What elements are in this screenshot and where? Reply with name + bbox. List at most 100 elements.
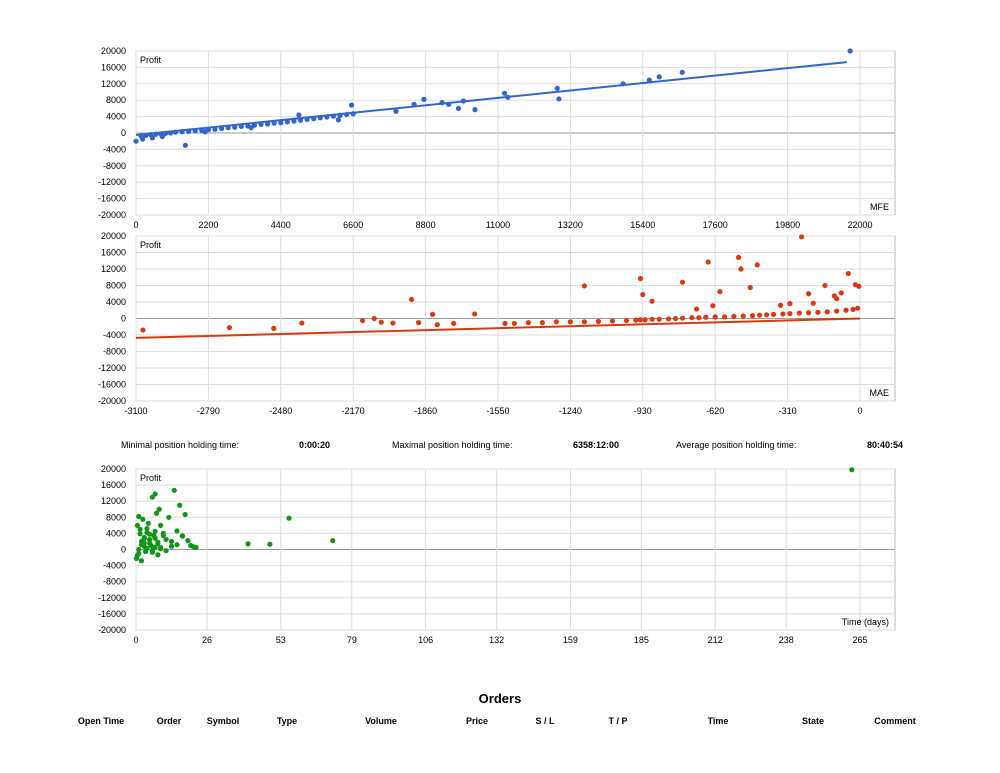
data-point — [159, 134, 165, 140]
data-point — [157, 546, 164, 552]
data-point — [138, 558, 145, 564]
column-open-time: Open Time — [77, 716, 125, 726]
data-point — [136, 546, 142, 553]
data-point — [721, 314, 728, 320]
data-point — [144, 525, 150, 532]
data-point — [265, 121, 271, 127]
x-tick-label: 26 — [202, 635, 212, 645]
data-point — [193, 544, 199, 551]
data-point — [834, 296, 840, 302]
x-tick-label: -2480 — [269, 406, 292, 416]
data-point — [656, 74, 662, 80]
data-point — [806, 291, 812, 297]
data-point — [238, 123, 244, 130]
avg-holding-value: 80:40:54 — [867, 440, 904, 450]
data-point — [147, 540, 153, 547]
column-symbol: Symbol — [206, 716, 240, 726]
data-point — [822, 282, 828, 289]
y-tick-label: -16000 — [98, 380, 126, 390]
x-tick-label: 212 — [708, 635, 723, 645]
data-point — [646, 77, 652, 83]
y-axis-label: Profit — [140, 473, 162, 483]
y-tick-label: 16000 — [101, 480, 126, 490]
data-point — [847, 48, 853, 54]
data-point — [149, 135, 156, 141]
y-tick-label: 8000 — [106, 512, 126, 522]
data-point — [177, 502, 183, 508]
data-point — [780, 311, 786, 317]
data-point — [335, 117, 341, 123]
data-point — [556, 96, 562, 102]
trendline — [135, 317, 861, 339]
column-order: Order — [156, 716, 182, 726]
data-point — [179, 129, 185, 135]
data-point — [642, 317, 648, 323]
data-point — [248, 125, 254, 131]
data-point — [581, 283, 588, 289]
data-point — [679, 279, 686, 285]
data-point — [595, 318, 602, 324]
y-tick-label: 16000 — [101, 62, 126, 72]
x-tick-label: 19800 — [775, 220, 800, 230]
orders-title: Orders — [478, 691, 522, 706]
data-point — [855, 305, 861, 311]
x-tick-label: 265 — [852, 635, 867, 645]
data-point — [856, 283, 862, 289]
data-point — [174, 528, 180, 534]
data-point — [679, 69, 685, 75]
data-point — [810, 300, 816, 306]
data-point — [271, 120, 277, 126]
data-point — [167, 130, 174, 136]
column-sl: S / L — [535, 716, 555, 726]
data-point — [172, 129, 179, 135]
data-point — [163, 536, 169, 543]
data-point — [763, 312, 770, 318]
data-point — [845, 270, 851, 277]
chart-time: 20000 16000 12000 8000 4000 0 -4000 -8000 -12000… — [98, 464, 896, 645]
y-tick-label: 4000 — [106, 528, 126, 538]
data-point — [166, 514, 172, 520]
x-tick-label: -3100 — [124, 406, 147, 416]
data-point — [171, 487, 177, 493]
data-point — [472, 107, 478, 113]
data-point — [143, 132, 149, 139]
data-point — [656, 316, 662, 322]
data-point — [511, 320, 517, 327]
data-point — [337, 112, 343, 118]
data-point — [271, 325, 277, 331]
data-point — [430, 311, 436, 317]
x-tick-label: 11000 — [486, 220, 510, 230]
y-tick-label: -20000 — [98, 625, 126, 635]
data-point — [344, 111, 350, 118]
data-point — [472, 311, 478, 317]
data-point — [696, 315, 702, 321]
y-tick-label: 20000 — [101, 231, 126, 241]
data-point — [665, 316, 672, 322]
data-point — [502, 320, 508, 327]
data-point — [815, 309, 821, 315]
x-axis-label: MAE — [869, 388, 889, 398]
data-point — [408, 296, 415, 303]
data-point — [705, 259, 711, 265]
data-point — [834, 308, 840, 314]
x-tick-label: -620 — [706, 406, 724, 416]
data-point — [134, 522, 140, 528]
data-point — [756, 312, 763, 318]
y-tick-label: 12000 — [101, 264, 126, 274]
x-tick-label: -2790 — [197, 406, 220, 416]
column-price: Price — [465, 716, 489, 726]
y-tick-label: -20000 — [98, 210, 126, 220]
data-point — [225, 125, 231, 131]
data-point — [799, 234, 805, 240]
data-point — [620, 81, 626, 87]
holding-time-stats: Minimal position holding time: 0:00:20 M… — [0, 440, 1000, 454]
y-tick-label: -16000 — [98, 194, 126, 204]
data-point — [703, 314, 709, 320]
data-point — [824, 309, 830, 315]
data-point — [567, 319, 574, 325]
data-point — [609, 318, 616, 324]
max-holding-value: 6358:12:00 — [573, 440, 620, 450]
data-point — [218, 125, 225, 132]
data-point — [415, 320, 422, 326]
x-tick-label: 4400 — [271, 220, 291, 230]
